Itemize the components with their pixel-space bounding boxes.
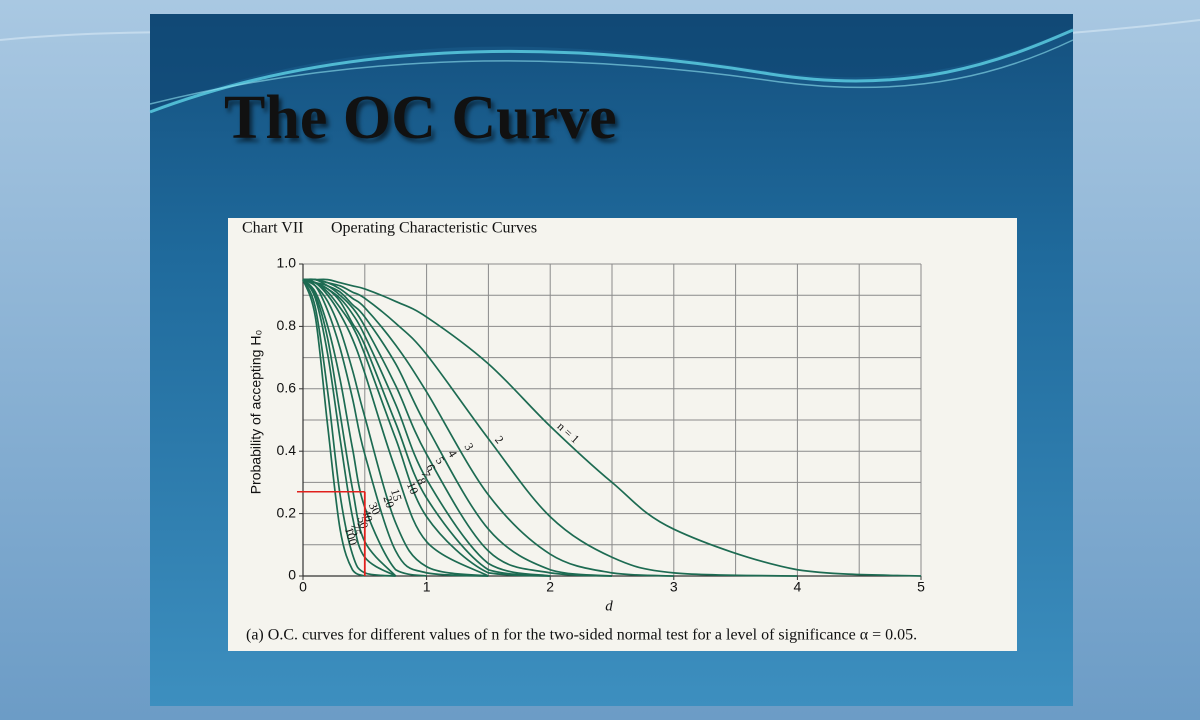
chart-label: Chart VII	[242, 220, 303, 237]
slide-swoosh-line	[149, 39, 1074, 105]
slide-swoosh	[150, 14, 1073, 110]
oc-curve	[303, 278, 922, 577]
curve-label: 40	[359, 508, 375, 523]
chart-title: Operating Characteristic Curves	[331, 220, 537, 237]
oc-curve	[302, 278, 613, 577]
curve-label: 6	[423, 462, 438, 473]
oc-curve	[302, 278, 551, 577]
x-tick-label: 0	[299, 579, 307, 595]
slide-swoosh-line	[149, 28, 1074, 114]
x-tick-label: 3	[670, 579, 678, 595]
chart-image	[228, 218, 1017, 651]
curve-label: 7	[418, 469, 433, 480]
y-tick-label: 0	[288, 567, 296, 583]
curve-label: 75	[348, 522, 364, 537]
oc-curve	[302, 279, 366, 577]
curve-label: 50	[355, 515, 372, 531]
curve-label: 30	[366, 500, 384, 517]
x-tick-label: 1	[423, 579, 431, 595]
y-tick-label: 0.4	[277, 442, 297, 458]
x-tick-label: 5	[917, 579, 925, 595]
oc-curve	[302, 278, 489, 577]
chart-caption: (a) O.C. curves for different values of …	[246, 627, 917, 644]
x-tick-label: 4	[794, 579, 802, 595]
curve-label: 10	[404, 480, 422, 497]
y-axis-label: Probability of accepting H₀	[248, 330, 264, 495]
oc-curve	[302, 278, 427, 577]
curve-label: 100	[342, 526, 361, 547]
oc-curve	[302, 278, 674, 577]
curve-label: 8	[414, 476, 429, 487]
curve-label: 20	[380, 494, 397, 510]
y-tick-label: 0.2	[277, 504, 297, 520]
y-tick-label: 1.0	[277, 255, 297, 271]
oc-curve	[302, 278, 489, 577]
x-tick-label: 2	[546, 579, 554, 595]
x-axis-label: d	[605, 598, 613, 614]
oc-curve	[302, 278, 551, 577]
y-tick-label: 0.6	[277, 380, 297, 396]
y-tick-label: 0.8	[277, 317, 297, 333]
curve-label: 15	[388, 487, 405, 502]
oc-curve	[302, 278, 489, 577]
slide-title: The OC Curve	[224, 84, 617, 152]
